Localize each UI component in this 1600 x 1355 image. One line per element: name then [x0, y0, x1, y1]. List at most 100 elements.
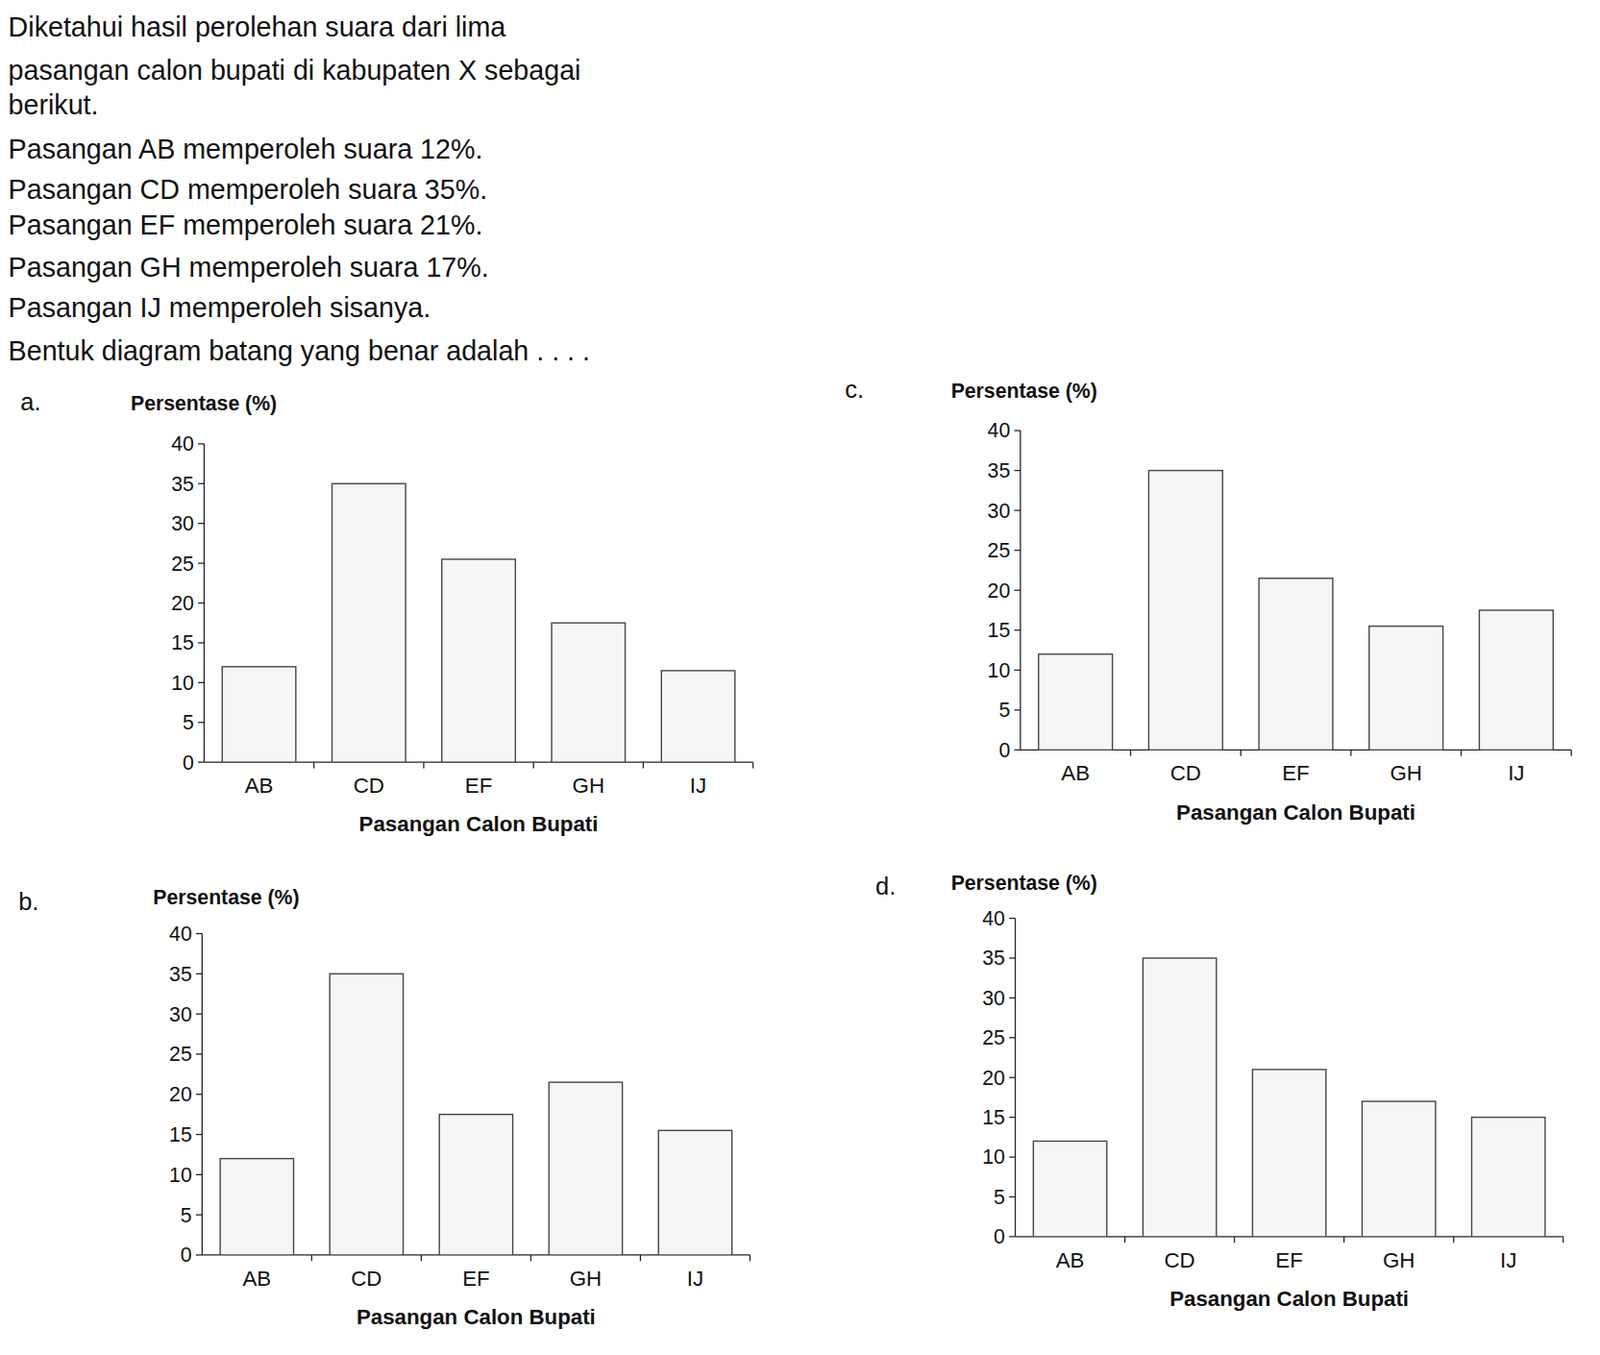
y-tick-label: 35: [982, 946, 1006, 969]
bar: [551, 622, 626, 763]
x-tick-label: AB: [1060, 761, 1090, 786]
x-tick-label: CD: [350, 1266, 382, 1291]
y-tick-label: 15: [169, 1123, 193, 1146]
x-tick: [422, 762, 424, 768]
chart-panel: c.Persentase (%)0510152025303540ABCDEFGH…: [844, 375, 1572, 825]
x-tick: [1233, 1236, 1235, 1243]
y-tick-label: 30: [987, 499, 1011, 522]
y-tick: [1013, 469, 1020, 471]
bar: [1478, 610, 1553, 750]
bar: [1258, 578, 1333, 751]
y-tick: [1009, 1156, 1015, 1157]
y-tick-label: 30: [982, 986, 1006, 1010]
y-tick-label: 15: [982, 1106, 1006, 1129]
x-tick-label: CD: [353, 773, 385, 798]
question-line: Pasangan IJ memperoleh sisanya.: [8, 292, 432, 323]
y-tick: [197, 443, 204, 444]
y-tick-label: 30: [169, 1003, 193, 1026]
question-line: Bentuk diagram batang yang benar adalah …: [8, 335, 591, 367]
y-tick: [197, 483, 204, 485]
bar: [661, 670, 736, 763]
y-tick: [1013, 429, 1020, 431]
y-tick: [1009, 917, 1015, 919]
x-tick-label: IJ: [1507, 761, 1525, 786]
y-tick: [1009, 997, 1015, 999]
y-tick-label: 35: [171, 472, 195, 495]
x-tick-label: IJ: [687, 1266, 704, 1291]
x-tick-label: CD: [1170, 761, 1202, 786]
option-label: b.: [18, 887, 39, 915]
bar: [1142, 958, 1216, 1237]
y-tick-label: 40: [982, 907, 1006, 930]
bar: [1252, 1069, 1326, 1237]
y-tick: [196, 973, 202, 975]
x-tick: [640, 1255, 641, 1261]
x-tick-label: IJ: [689, 773, 707, 798]
y-tick-label: 15: [171, 631, 195, 654]
x-tick-label: EF: [1275, 1248, 1303, 1273]
bar: [1148, 470, 1223, 751]
y-tick: [1009, 1235, 1015, 1237]
y-tick-label: 25: [171, 552, 195, 575]
y-tick-label: 15: [987, 618, 1011, 641]
question-line: Pasangan GH memperoleh suara 17%.: [8, 251, 490, 283]
bar: [332, 483, 407, 763]
bar: [221, 666, 296, 763]
y-tick: [1013, 669, 1020, 671]
bar: [1361, 1101, 1435, 1237]
y-tick: [1013, 549, 1020, 551]
x-tick: [311, 1255, 313, 1261]
bar: [1038, 654, 1113, 751]
y-tick-label: 40: [171, 432, 195, 455]
x-axis-label: Pasangan Calon Bupati: [359, 812, 599, 837]
y-tick-label: 10: [987, 659, 1011, 682]
y-tick: [196, 933, 202, 935]
chart-panel: a.Persentase (%)0510152025303540ABCDEFGH…: [20, 388, 753, 837]
y-tick-label: 20: [987, 579, 1011, 602]
x-tick: [420, 1255, 422, 1261]
y-tick: [1009, 1196, 1015, 1198]
chart-panel: d.Persentase (%)0510152025303540ABCDEFGH…: [875, 871, 1564, 1311]
x-axis-label: Pasangan Calon Bupati: [1169, 1286, 1409, 1311]
question-line: berikut.: [8, 89, 99, 121]
x-tick-label: GH: [569, 1266, 602, 1291]
y-tick-label: 10: [171, 671, 195, 694]
y-tick-label: 20: [171, 591, 195, 615]
x-axis-label: Pasangan Calon Bupati: [1176, 800, 1416, 825]
x-tick: [1460, 749, 1462, 756]
x-tick-label: AB: [1056, 1248, 1085, 1273]
y-tick-label: 40: [987, 418, 1011, 442]
y-tick: [196, 1133, 202, 1135]
bar: [439, 1114, 513, 1256]
y-tick-label: 5: [180, 1204, 193, 1227]
y-tick: [196, 1214, 202, 1216]
bar: [220, 1158, 294, 1256]
option-label: a.: [20, 388, 41, 416]
y-tick-label: 5: [182, 711, 195, 734]
y-tick: [196, 1012, 202, 1014]
x-tick: [1571, 749, 1573, 756]
y-tick: [196, 1254, 202, 1256]
y-tick: [196, 1093, 202, 1095]
y-tick-label: 0: [180, 1243, 193, 1266]
x-tick: [1130, 749, 1132, 756]
y-axis-label: Persentase (%): [152, 886, 299, 910]
x-tick: [313, 762, 315, 768]
question-line: Diketahui hasil perolehan suara dari lim…: [8, 11, 507, 43]
chart-panel: b.Persentase (%)0510152025303540ABCDEFGH…: [18, 886, 750, 1330]
x-tick-label: IJ: [1500, 1248, 1517, 1273]
x-tick: [642, 762, 644, 768]
x-tick: [530, 1255, 532, 1261]
y-tick-label: 20: [982, 1066, 1006, 1089]
question-line: Pasangan CD memperoleh suara 35%.: [8, 173, 489, 205]
x-tick: [1452, 1236, 1454, 1243]
y-tick: [196, 1174, 202, 1176]
y-tick-label: 5: [993, 1185, 1006, 1208]
y-tick-label: 0: [182, 751, 195, 774]
y-tick: [197, 562, 204, 564]
y-axis-label: Persentase (%): [951, 871, 1098, 895]
y-tick-label: 25: [987, 539, 1011, 562]
y-tick: [1013, 590, 1020, 591]
question-line: Pasangan AB memperoleh suara 12%.: [8, 133, 484, 165]
y-tick: [1009, 1077, 1015, 1079]
